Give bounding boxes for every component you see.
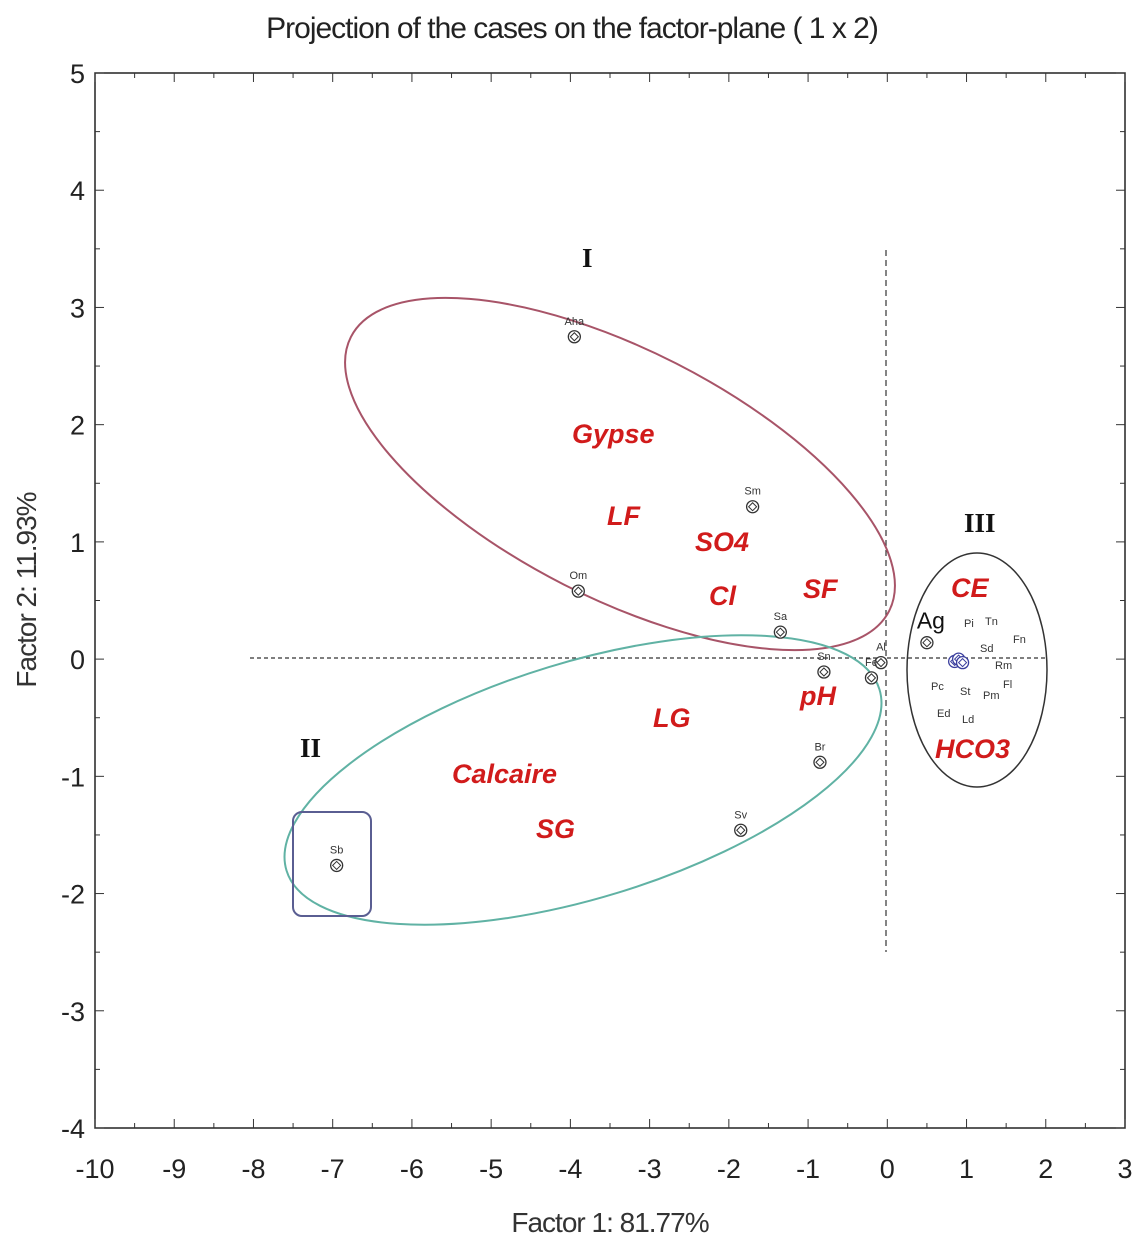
var-label-cl: Cl [709, 581, 736, 611]
point-label: Sb [330, 844, 343, 856]
var-label-lf: LF [607, 501, 641, 531]
data-point [773, 625, 787, 639]
point-label: Fe [865, 657, 878, 669]
x-tick-label: -3 [638, 1154, 662, 1184]
point-name-tn: Tn [985, 616, 998, 628]
point-name-pc: Pc [931, 681, 944, 693]
point-name-st: St [960, 686, 970, 698]
point-label: Br [814, 741, 825, 753]
axis-ticks [94, 72, 1126, 1129]
y-tick-label: 5 [70, 59, 85, 89]
var-label-gypse: Gypse [572, 419, 655, 449]
point-label: Sm [744, 486, 761, 498]
x-tick-label: -1 [796, 1154, 820, 1184]
y-tick-label: 3 [70, 293, 85, 323]
x-tick-label: -9 [162, 1154, 186, 1184]
data-point [330, 858, 344, 873]
data-point [864, 671, 879, 685]
group-label-iii: III [964, 508, 996, 538]
var-label-sf: SF [803, 574, 839, 604]
chart-title: Projection of the cases on the factor-pl… [266, 12, 878, 45]
point-name-fl: Fl [1003, 679, 1012, 691]
y-tick-label: -3 [61, 997, 85, 1027]
point-name-pi: Pi [964, 618, 974, 630]
point-label: Ag [917, 608, 945, 634]
point-label: Al [876, 642, 886, 654]
x-tick-label: -8 [241, 1154, 265, 1184]
x-tick-label: -2 [717, 1154, 741, 1184]
point-label: Om [569, 570, 587, 582]
point-name-ed: Ed [937, 708, 950, 720]
y-tick-label: 2 [70, 411, 85, 441]
x-tick-label: -7 [321, 1154, 345, 1184]
y-axis-label: Factor 2: 11.93% [11, 492, 42, 687]
group-ii-box [292, 811, 372, 917]
data-point [567, 330, 581, 344]
point-label: Sn [817, 651, 830, 663]
x-axis-label: Factor 1: 81.77% [511, 1207, 708, 1238]
x-tick-label: -10 [75, 1154, 114, 1184]
group-label-ii: II [300, 733, 321, 763]
group-iii-ellipse [906, 552, 1048, 788]
point-name-pm: Pm [983, 690, 1000, 702]
var-label-so4: SO4 [695, 527, 749, 557]
data-point [571, 584, 585, 598]
var-label-ph: pH [799, 681, 836, 711]
data-point [920, 636, 934, 650]
x-tick-label: 3 [1117, 1154, 1132, 1184]
var-label-ce: CE [951, 573, 989, 603]
point-label: Sv [734, 809, 747, 821]
y-tick-label: 0 [70, 645, 85, 675]
x-tick-label: -4 [558, 1154, 582, 1184]
point-label: Sa [774, 611, 788, 623]
group-i-ellipse [344, 296, 896, 652]
x-tick-label: 0 [880, 1154, 895, 1184]
group-ii-ellipse [283, 634, 883, 926]
var-label-hco3: HCO3 [935, 734, 1010, 764]
point-name-sd: Sd [980, 643, 993, 655]
data-point [955, 655, 970, 670]
x-tick-label: -6 [400, 1154, 424, 1184]
data-point [813, 755, 827, 769]
var-label-calcaire: Calcaire [452, 759, 557, 789]
var-label-lg: LG [653, 703, 691, 733]
y-tick-label: -1 [61, 762, 85, 792]
point-name-ld: Ld [962, 714, 974, 726]
x-tick-label: 1 [959, 1154, 974, 1184]
y-tick-label: -2 [61, 880, 85, 910]
y-tick-label: 1 [70, 528, 85, 558]
point-name-rm: Rm [995, 660, 1012, 672]
point-label: Aha [565, 316, 585, 328]
x-tick-label: 2 [1038, 1154, 1053, 1184]
data-point [745, 500, 760, 514]
y-tick-label: 4 [70, 176, 85, 206]
x-tick-label: -5 [479, 1154, 503, 1184]
var-label-sg: SG [536, 814, 575, 844]
point-name-fn: Fn [1013, 634, 1026, 646]
data-point [874, 655, 888, 670]
data-point [734, 823, 748, 837]
y-tick-label: -4 [61, 1114, 85, 1144]
data-points: Aha Sm Om Sa Sn Al Fe Br Sv Sb Ag [330, 316, 970, 873]
group-label-i: I [582, 243, 593, 273]
data-point [817, 665, 831, 679]
